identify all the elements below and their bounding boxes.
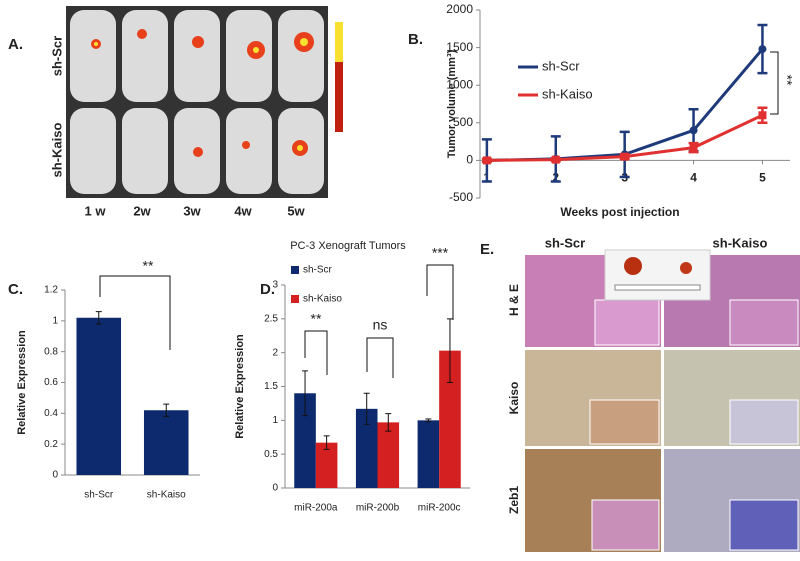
y-tick-label: 1.2 — [44, 285, 58, 296]
error-bar — [363, 392, 370, 425]
annotation: ** — [779, 75, 795, 86]
column-label: sh-Kaiso — [713, 235, 768, 250]
error-bar — [95, 311, 102, 325]
y-tick-label: 1 — [52, 315, 58, 326]
x-tick-label: miR-200a — [294, 503, 338, 514]
y-tick-label: 1500 — [446, 40, 473, 54]
legend-label: sh-Scr — [542, 58, 580, 73]
significance-bracket — [304, 330, 328, 375]
x-tick-label: 4 — [690, 171, 697, 185]
annotation: ns — [373, 317, 388, 333]
chart-title: PC-3 Xenograft Tumors — [290, 240, 406, 252]
legend-swatch — [291, 295, 299, 303]
legend-label: sh-Kaiso — [303, 294, 342, 305]
y-tick-label: 0.5 — [264, 449, 278, 460]
row-label: sh-Scr — [49, 36, 64, 76]
annotation: *** — [432, 245, 449, 261]
column-label: 5w — [287, 203, 305, 218]
error-bar — [302, 370, 309, 417]
panel-a-images — [66, 6, 343, 198]
y-tick-label: 2000 — [446, 2, 473, 16]
annotation: ** — [311, 311, 322, 327]
y-tick-label: 0 — [52, 470, 58, 481]
y-tick-label: 0.8 — [44, 346, 58, 357]
y-tick-label: 500 — [453, 115, 473, 129]
panel-label: E. — [480, 241, 494, 258]
y-axis-label: Relative Expression — [16, 330, 28, 435]
column-label: 3w — [183, 203, 201, 218]
row-label: sh-Kaiso — [49, 122, 64, 177]
bar — [143, 410, 189, 475]
marker — [620, 152, 629, 161]
panel-label: D. — [260, 281, 275, 298]
column-label: 1 w — [85, 203, 107, 218]
panel-label: A. — [8, 36, 23, 53]
x-axis-label: Weeks post injection — [560, 205, 679, 219]
color-scale — [335, 22, 343, 132]
column-label: 4w — [234, 203, 252, 218]
bar — [76, 317, 122, 475]
significance-bracket — [770, 51, 779, 115]
y-tick-label: 0 — [272, 483, 278, 494]
y-tick-label: 0.4 — [44, 408, 58, 419]
x-tick-label: sh-Scr — [84, 490, 114, 501]
bar — [315, 442, 338, 488]
y-tick-label: 2 — [272, 347, 278, 358]
x-tick-label: miR-200b — [356, 503, 400, 514]
legend-label: sh-Kaiso — [542, 86, 593, 101]
marker — [482, 156, 491, 165]
error-bar — [446, 318, 453, 383]
row-label: Kaiso — [507, 382, 521, 415]
column-label: sh-Scr — [545, 235, 585, 250]
marker — [551, 155, 560, 164]
panel-label: C. — [8, 281, 23, 298]
panel-label: B. — [408, 31, 423, 48]
legend-swatch — [291, 266, 299, 274]
significance-bracket — [426, 264, 454, 320]
y-tick-label: 3 — [272, 280, 278, 291]
column-label: 2w — [133, 203, 151, 218]
panel-e-images — [525, 249, 800, 552]
significance-bracket — [366, 337, 394, 378]
annotation: ** — [143, 258, 154, 274]
error-bar — [425, 418, 432, 423]
row-label: Zeb1 — [507, 486, 521, 514]
bar — [439, 350, 461, 488]
y-tick-label: 0.2 — [44, 439, 58, 450]
bar — [377, 422, 400, 488]
bar — [417, 420, 440, 488]
marker — [758, 45, 767, 54]
y-tick-label: 1 — [272, 415, 278, 426]
error-bar — [163, 403, 170, 417]
y-tick-label: 0 — [466, 153, 473, 167]
error-bar — [385, 413, 392, 432]
y-tick-label: 1000 — [446, 77, 473, 91]
y-tick-label: 1.5 — [264, 381, 278, 392]
legend-label: sh-Scr — [303, 265, 333, 276]
marker — [689, 126, 698, 135]
y-axis-label: Relative Expression — [234, 334, 246, 439]
marker — [758, 111, 767, 120]
y-tick-label: 0.6 — [44, 377, 58, 388]
significance-bracket — [99, 275, 171, 350]
x-tick-label: miR-200c — [418, 503, 461, 514]
y-tick-label: -500 — [449, 190, 473, 204]
row-label: H & E — [507, 284, 521, 316]
bar — [355, 408, 378, 488]
y-tick-label: 2.5 — [264, 313, 278, 324]
bar — [294, 393, 316, 488]
y-axis-label: Tumor volume (mm³) — [446, 49, 458, 158]
error-bar — [323, 435, 330, 450]
x-tick-label: 5 — [759, 171, 766, 185]
x-tick-label: sh-Kaiso — [147, 490, 186, 501]
marker — [689, 143, 698, 152]
